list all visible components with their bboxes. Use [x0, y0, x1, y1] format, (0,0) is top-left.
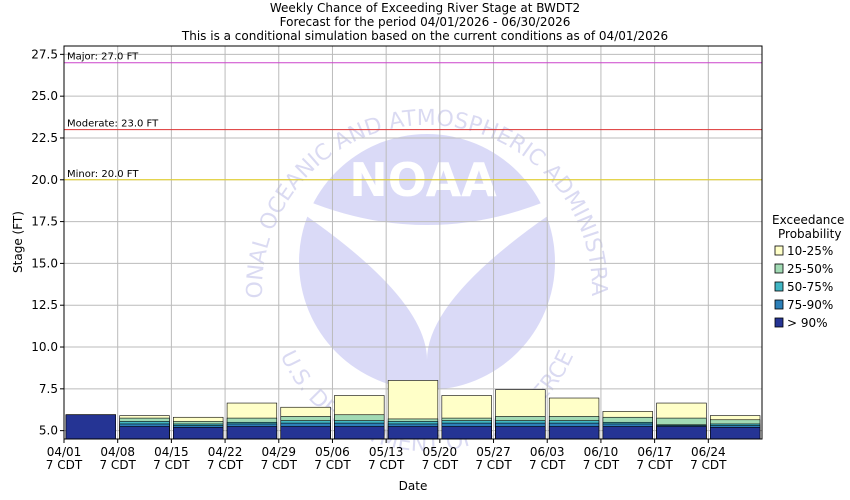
y-tick-label: 17.5 [31, 215, 58, 229]
x-tick-sublabel: 7 CDT [314, 458, 351, 472]
noaa-seal-bird [305, 200, 549, 360]
y-tick-label: 10.0 [31, 340, 58, 354]
threshold-label: Moderate: 23.0 FT [67, 119, 159, 130]
x-tick-sublabel: 7 CDT [207, 458, 244, 472]
x-tick-sublabel: 7 CDT [368, 458, 405, 472]
legend-swatch [774, 245, 784, 256]
plot-frame [63, 45, 763, 440]
legend-item-label: 50-75% [787, 280, 833, 294]
x-tick-sublabel: 7 CDT [583, 458, 620, 472]
x-tick-label: 04/01 [47, 445, 82, 459]
legend-item-label: > 90% [787, 316, 828, 330]
x-tick-sublabel: 7 CDT [46, 458, 83, 472]
x-tick-sublabel: 7 CDT [422, 458, 459, 472]
subtitle-line: This is a conditional simulation based o… [181, 29, 668, 43]
x-tick-label: 06/24 [691, 445, 726, 459]
x-tick-label: 06/10 [584, 445, 619, 459]
x-tick-label: 06/17 [637, 445, 672, 459]
legend-swatch [774, 263, 784, 274]
bar-segment [226, 426, 278, 440]
y-axis-label: Stage (FT) [11, 211, 25, 273]
plot-area [64, 46, 762, 439]
x-axis-label: Date [399, 479, 428, 493]
x-tick-sublabel: 7 CDT [475, 458, 512, 472]
bar-segment [548, 426, 600, 440]
x-tick-sublabel: 7 CDT [529, 458, 566, 472]
y-axis: 5.0 7.5 10.0 12.5 15.0 17.5 20.0 22.5 25.0 27.5 [31, 47, 64, 438]
x-tick-label: 04/29 [261, 445, 296, 459]
bar-segment [119, 426, 170, 440]
y-tick-label: 5.0 [39, 424, 58, 438]
bar-segment [656, 426, 707, 440]
x-tick-label: 06/03 [530, 445, 565, 459]
x-tick-sublabel: 7 CDT [99, 458, 136, 472]
x-tick-sublabel: 7 CDT [690, 458, 727, 472]
bar-segment [495, 426, 546, 440]
x-tick-label: 05/27 [476, 445, 511, 459]
chart-title: Weekly Chance of Exceeding River Stage a… [181, 1, 668, 43]
legend-title: Probability [778, 227, 841, 241]
threshold-label: Minor: 20.0 FT [67, 169, 139, 180]
bar-segment [387, 426, 439, 440]
y-tick-label: 12.5 [31, 298, 58, 312]
bar-segment [65, 414, 116, 440]
bar-segment [173, 426, 224, 440]
x-tick-label: 05/13 [369, 445, 404, 459]
y-tick-label: 22.5 [31, 131, 58, 145]
y-tick-label: 15.0 [31, 256, 58, 270]
y-tick-label: 7.5 [39, 382, 58, 396]
x-tick-label: 04/22 [208, 445, 243, 459]
y-tick-label: 25.0 [31, 89, 58, 103]
bar-segment [334, 426, 385, 440]
legend-swatch [774, 299, 784, 310]
legend-swatch [774, 281, 784, 292]
legend-item-label: 75-90% [787, 298, 833, 312]
x-tick-label: 04/08 [100, 445, 135, 459]
noaa-seal-disc [299, 134, 555, 390]
x-tick-label: 05/06 [315, 445, 350, 459]
x-tick-label: 05/20 [423, 445, 458, 459]
grid-lines [64, 46, 762, 439]
y-tick-label: 27.5 [31, 47, 58, 61]
y-tick-label: 20.0 [31, 173, 58, 187]
subtitle-line: Forecast for the period 04/01/2026 - 06/… [280, 15, 571, 29]
x-tick-sublabel: 7 CDT [153, 458, 190, 472]
bar-segment [280, 426, 331, 440]
bar-segment [710, 426, 761, 440]
threshold-label: Major: 27.0 FT [67, 52, 139, 63]
bar-segment [602, 426, 653, 440]
bar-segment [441, 426, 492, 440]
legend-swatch [774, 317, 784, 328]
legend-item-label: 25-50% [787, 262, 833, 276]
x-tick-sublabel: 7 CDT [261, 458, 298, 472]
flood-thresholds: Major: 27.0 FT Moderate: 23.0 FT Minor: 20… [64, 52, 762, 181]
bar-stacks [65, 380, 761, 440]
x-tick-sublabel: 7 CDT [636, 458, 673, 472]
x-tick-label: 04/15 [154, 445, 189, 459]
legend: Exceedance Probability 10-25% 25-50% 50-75… [772, 213, 844, 330]
title-line: Weekly Chance of Exceeding River Stage a… [270, 1, 580, 15]
legend-item-label: 10-25% [787, 244, 833, 258]
legend-title: Exceedance [772, 213, 844, 227]
